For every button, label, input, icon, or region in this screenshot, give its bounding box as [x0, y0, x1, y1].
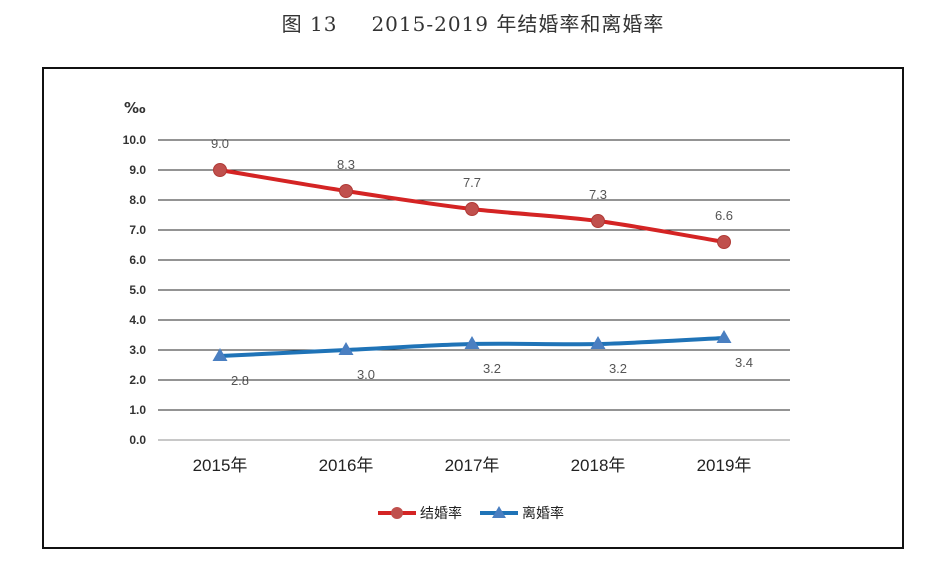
data-label: 9.0 — [211, 136, 229, 151]
y-tick-label: 5.0 — [129, 283, 146, 297]
data-label: 7.7 — [463, 175, 481, 190]
y-tick-label: 6.0 — [129, 253, 146, 267]
x-tick-label: 2019年 — [697, 456, 752, 475]
data-label: 3.2 — [609, 361, 627, 376]
figure-title: 图 13 2015-2019 年结婚率和离婚率 — [0, 8, 946, 37]
y-axis-ticks: 0.0 1.0 2.0 3.0 4.0 5.0 6.0 7.0 8.0 9.0 10.0 — [123, 133, 147, 447]
data-label: 3.0 — [357, 367, 375, 382]
y-tick-label: 1.0 — [129, 403, 146, 417]
data-label: 8.3 — [337, 157, 355, 172]
figure-number: 图 13 — [281, 12, 338, 36]
data-label: 3.2 — [483, 361, 501, 376]
legend-item-divorce-rate[interactable]: 离婚率 — [480, 505, 564, 522]
legend-label: 离婚率 — [522, 505, 564, 522]
y-tick-label: 9.0 — [129, 163, 146, 177]
data-point-marker — [213, 163, 227, 177]
y-axis-unit: ‰ — [124, 99, 146, 117]
series-divorce-rate: 2.8 3.0 3.2 3.2 3.4 — [212, 329, 753, 388]
y-tick-label: 8.0 — [129, 193, 146, 207]
data-label: 7.3 — [589, 187, 607, 202]
data-point-marker — [339, 184, 353, 198]
legend-label: 结婚率 — [420, 505, 462, 522]
data-label: 3.4 — [735, 355, 753, 370]
data-point-marker — [464, 335, 480, 349]
y-tick-label: 4.0 — [129, 313, 146, 327]
y-tick-label: 10.0 — [123, 133, 147, 147]
data-point-marker — [716, 329, 732, 343]
x-tick-label: 2015年 — [193, 456, 248, 475]
data-label: 6.6 — [715, 208, 733, 223]
legend-marker — [492, 506, 506, 518]
data-point-marker — [590, 335, 606, 349]
gridlines — [158, 139, 790, 441]
data-point-marker — [212, 347, 228, 361]
legend-item-marriage-rate[interactable]: 结婚率 — [378, 505, 462, 522]
x-tick-label: 2016年 — [319, 456, 374, 475]
x-tick-label: 2017年 — [445, 456, 500, 475]
y-tick-label: 2.0 — [129, 373, 146, 387]
figure-caption: 2015-2019 年结婚率和离婚率 — [371, 12, 665, 36]
data-point-marker — [338, 341, 354, 355]
x-axis-ticks: 2015年 2016年 2017年 2018年 2019年 — [193, 456, 752, 475]
series-marriage-rate: 9.0 8.3 7.7 7.3 6.6 — [211, 136, 733, 249]
y-tick-label: 3.0 — [129, 343, 146, 357]
data-label: 2.8 — [231, 373, 249, 388]
data-point-marker — [717, 235, 731, 249]
legend[interactable]: 结婚率 离婚率 — [378, 505, 564, 522]
data-point-marker — [465, 202, 479, 216]
legend-marker — [391, 507, 403, 519]
data-point-marker — [591, 214, 605, 228]
chart-frame — [42, 67, 904, 549]
y-tick-label: 0.0 — [129, 433, 146, 447]
y-tick-label: 7.0 — [129, 223, 146, 237]
series: 9.0 8.3 7.7 7.3 6.6 2.8 3.0 3.2 3.2 3.4 — [211, 136, 753, 388]
x-tick-label: 2018年 — [571, 456, 626, 475]
